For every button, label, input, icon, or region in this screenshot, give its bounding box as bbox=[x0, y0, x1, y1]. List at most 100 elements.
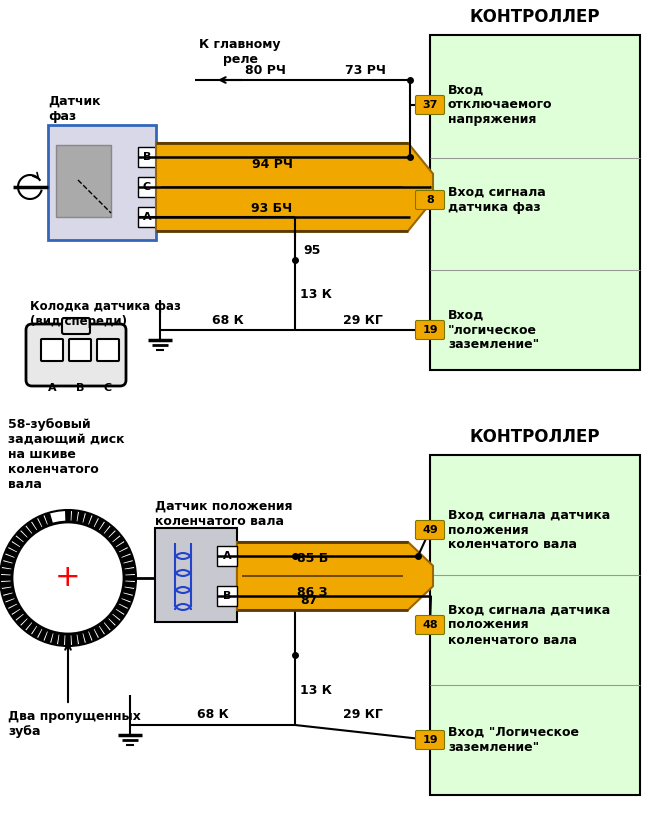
Text: 87: 87 bbox=[300, 594, 318, 607]
Text: B: B bbox=[76, 383, 84, 393]
Text: C: C bbox=[143, 182, 151, 192]
Polygon shape bbox=[32, 519, 41, 530]
Text: 85 Б: 85 Б bbox=[297, 553, 328, 566]
Polygon shape bbox=[95, 626, 104, 637]
Polygon shape bbox=[122, 593, 133, 601]
Polygon shape bbox=[1, 582, 12, 587]
Polygon shape bbox=[27, 623, 36, 633]
Text: 13 К: 13 К bbox=[300, 684, 332, 697]
Polygon shape bbox=[6, 599, 17, 607]
Polygon shape bbox=[89, 516, 97, 527]
Polygon shape bbox=[124, 582, 135, 587]
Polygon shape bbox=[100, 523, 109, 533]
Text: 8: 8 bbox=[426, 195, 434, 205]
Polygon shape bbox=[72, 634, 77, 645]
Polygon shape bbox=[122, 555, 133, 562]
Polygon shape bbox=[1, 569, 12, 574]
Text: 68 К: 68 К bbox=[197, 708, 228, 721]
Polygon shape bbox=[100, 623, 109, 633]
Polygon shape bbox=[119, 599, 130, 607]
Polygon shape bbox=[45, 632, 52, 642]
FancyBboxPatch shape bbox=[138, 177, 156, 197]
Polygon shape bbox=[113, 610, 124, 619]
FancyBboxPatch shape bbox=[155, 528, 237, 622]
Text: 58-зубовый
задающий диск
на шкиве
коленчатого
вала: 58-зубовый задающий диск на шкиве коленч… bbox=[8, 418, 124, 491]
Polygon shape bbox=[21, 527, 31, 537]
Polygon shape bbox=[66, 511, 71, 521]
Polygon shape bbox=[109, 532, 119, 541]
FancyBboxPatch shape bbox=[430, 35, 640, 370]
Polygon shape bbox=[59, 634, 64, 645]
Polygon shape bbox=[1, 575, 11, 580]
FancyBboxPatch shape bbox=[62, 318, 90, 334]
FancyBboxPatch shape bbox=[217, 546, 237, 566]
Polygon shape bbox=[95, 519, 104, 530]
Text: 19: 19 bbox=[422, 735, 438, 745]
Text: Два пропущенных
зуба: Два пропущенных зуба bbox=[8, 710, 141, 738]
FancyBboxPatch shape bbox=[415, 190, 444, 209]
FancyBboxPatch shape bbox=[138, 147, 156, 167]
FancyBboxPatch shape bbox=[430, 455, 640, 795]
FancyBboxPatch shape bbox=[415, 321, 444, 339]
Text: Датчик
фаз: Датчик фаз bbox=[48, 95, 100, 123]
Polygon shape bbox=[2, 588, 13, 594]
Polygon shape bbox=[27, 523, 36, 533]
Polygon shape bbox=[39, 516, 47, 527]
Text: B: B bbox=[223, 591, 231, 601]
Polygon shape bbox=[39, 629, 47, 640]
Text: 37: 37 bbox=[422, 100, 437, 110]
Text: 48: 48 bbox=[422, 620, 438, 630]
Text: Вход сигнала датчика
положения
коленчатого вала: Вход сигнала датчика положения коленчато… bbox=[448, 509, 610, 552]
Polygon shape bbox=[124, 569, 135, 574]
Text: B: B bbox=[143, 152, 151, 162]
Text: Вход сигнала
датчика фаз: Вход сигнала датчика фаз bbox=[448, 186, 546, 214]
Polygon shape bbox=[113, 536, 124, 546]
Text: 86 З: 86 З bbox=[297, 587, 328, 599]
Text: A: A bbox=[143, 212, 151, 222]
Polygon shape bbox=[72, 511, 77, 522]
Polygon shape bbox=[17, 615, 27, 624]
Text: 68 К: 68 К bbox=[212, 313, 243, 326]
Polygon shape bbox=[4, 593, 14, 601]
Text: A: A bbox=[48, 383, 56, 393]
Text: Вход "Логическое
заземление": Вход "Логическое заземление" bbox=[448, 726, 579, 754]
FancyBboxPatch shape bbox=[138, 207, 156, 227]
Polygon shape bbox=[12, 536, 23, 546]
Polygon shape bbox=[116, 605, 127, 614]
Circle shape bbox=[12, 522, 124, 634]
FancyBboxPatch shape bbox=[26, 324, 126, 386]
Polygon shape bbox=[124, 562, 134, 568]
Text: A: A bbox=[223, 551, 232, 561]
Polygon shape bbox=[21, 619, 31, 629]
FancyBboxPatch shape bbox=[97, 339, 119, 361]
Text: К главному
реле: К главному реле bbox=[199, 38, 281, 66]
Text: 29 КГ: 29 КГ bbox=[342, 313, 382, 326]
Text: 73 РЧ: 73 РЧ bbox=[345, 63, 386, 77]
Text: 29 КГ: 29 КГ bbox=[342, 708, 382, 721]
Polygon shape bbox=[156, 143, 433, 231]
Text: Вход
"логическое
заземление": Вход "логическое заземление" bbox=[448, 309, 539, 352]
Text: 80 РЧ: 80 РЧ bbox=[245, 63, 285, 77]
FancyBboxPatch shape bbox=[217, 586, 237, 606]
FancyBboxPatch shape bbox=[415, 95, 444, 115]
Polygon shape bbox=[83, 514, 91, 524]
FancyBboxPatch shape bbox=[415, 615, 444, 634]
Text: C: C bbox=[104, 383, 112, 393]
Text: 95: 95 bbox=[303, 243, 320, 256]
Polygon shape bbox=[78, 633, 84, 644]
Polygon shape bbox=[17, 532, 27, 541]
Polygon shape bbox=[52, 633, 58, 644]
Text: Вход
отключаемого
напряжения: Вход отключаемого напряжения bbox=[448, 84, 553, 126]
Polygon shape bbox=[119, 549, 130, 557]
FancyBboxPatch shape bbox=[415, 520, 444, 540]
Text: Датчик положения
коленчатого вала: Датчик положения коленчатого вала bbox=[155, 500, 292, 528]
Polygon shape bbox=[6, 549, 17, 557]
Text: КОНТРОЛЛЕР: КОНТРОЛЛЕР bbox=[470, 428, 600, 446]
Polygon shape bbox=[12, 610, 23, 619]
Text: 94 РЧ: 94 РЧ bbox=[252, 159, 292, 172]
Polygon shape bbox=[105, 527, 115, 537]
FancyBboxPatch shape bbox=[69, 339, 91, 361]
Text: 49: 49 bbox=[422, 525, 438, 535]
Text: 19: 19 bbox=[422, 325, 438, 335]
Text: КОНТРОЛЛЕР: КОНТРОЛЛЕР bbox=[470, 8, 600, 26]
